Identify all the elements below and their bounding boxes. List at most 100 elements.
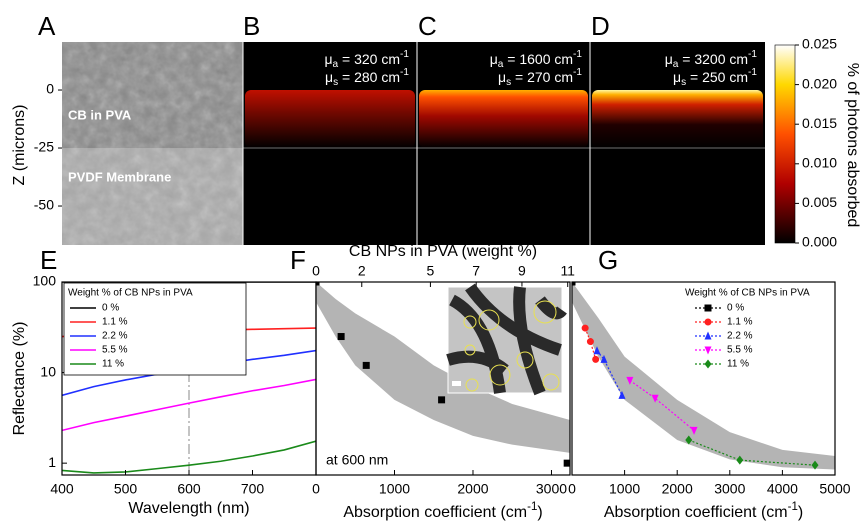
mu-a-label-part: μ bbox=[665, 51, 673, 67]
x-tick-label: 600 bbox=[177, 481, 201, 497]
x-axis-title-part: ) bbox=[537, 504, 542, 521]
x2-axis-title: CB NPs in PVA (weight %) bbox=[349, 243, 537, 260]
x-tick-label: 400 bbox=[50, 481, 74, 497]
marker bbox=[593, 346, 601, 355]
colorbar-tick-label: 0.000 bbox=[802, 234, 837, 250]
mu-s-label-part: μ bbox=[673, 69, 681, 85]
mu-s-label-part: μ bbox=[325, 69, 333, 85]
x-tick-label: 5000 bbox=[819, 481, 850, 497]
marker bbox=[592, 355, 600, 363]
marker bbox=[563, 459, 570, 467]
tem-inset bbox=[446, 283, 567, 396]
x2-tick-label: 11 bbox=[560, 263, 575, 279]
mu-a-label-part: a bbox=[673, 59, 679, 70]
x-tick-label: 0 bbox=[312, 481, 320, 497]
mu-s-label-part: -1 bbox=[400, 67, 409, 78]
plot-frame bbox=[571, 281, 836, 476]
membrane-region bbox=[62, 148, 243, 245]
marker bbox=[581, 324, 589, 332]
marker bbox=[600, 354, 608, 363]
legend-label: 11 % bbox=[727, 359, 749, 370]
mu-a-label: μa = 1600 cm-1 bbox=[490, 49, 583, 70]
y-tick-label: 0 bbox=[46, 81, 54, 97]
series-line bbox=[62, 440, 316, 474]
x-axis-title: Absorption coefficient (cm-1) bbox=[343, 501, 542, 521]
x2-tick-label: 7 bbox=[472, 263, 480, 279]
mu-a-label-part: a bbox=[333, 59, 339, 70]
colorbar-tick-label: 0.005 bbox=[802, 194, 837, 210]
x-tick-label: 1000 bbox=[609, 481, 640, 497]
panel-letter: F bbox=[290, 245, 306, 275]
mu-a-label-part: a bbox=[498, 59, 504, 70]
colorbar bbox=[774, 44, 796, 244]
mu-a-label: μa = 3200 cm-1 bbox=[665, 49, 758, 70]
mu-a-label-part: = 320 cm bbox=[338, 51, 400, 67]
mu-s-label-part: = 280 cm bbox=[338, 69, 400, 85]
mu-s-label-part: -1 bbox=[748, 67, 757, 78]
marker bbox=[438, 396, 446, 404]
x-tick-label: 3000 bbox=[714, 481, 745, 497]
mu-s-label-part: s bbox=[333, 77, 338, 88]
legend-label: 1.1 % bbox=[102, 317, 128, 328]
x-tick-label: 2000 bbox=[457, 481, 488, 497]
x2-tick-label: 2 bbox=[358, 263, 366, 279]
marker bbox=[626, 376, 634, 385]
legend-label: 11 % bbox=[102, 359, 124, 370]
mu-s-label: μs = 250 cm-1 bbox=[673, 67, 757, 88]
legend-label: 0 % bbox=[727, 303, 744, 314]
legend-marker bbox=[704, 304, 712, 312]
x2-tick-label: 0 bbox=[312, 263, 320, 279]
sem-texture bbox=[62, 42, 243, 245]
mu-a-label-part: -1 bbox=[573, 49, 582, 60]
legend-label: 5.5 % bbox=[727, 345, 753, 356]
x-tick-label: 4000 bbox=[767, 481, 798, 497]
y-axis-title: Z (microns) bbox=[11, 105, 28, 186]
model-band bbox=[316, 282, 570, 453]
heatmap-absorption bbox=[592, 90, 763, 149]
y-tick-label: 100 bbox=[33, 273, 57, 289]
colorbar-tick-label: 0.010 bbox=[802, 155, 837, 171]
marker bbox=[362, 361, 370, 369]
y-tick-label: -25 bbox=[34, 139, 54, 155]
marker bbox=[337, 333, 345, 341]
panel-annotation: CB in PVA bbox=[68, 107, 132, 122]
legend-title: Weight % of CB NPs in PVA bbox=[68, 288, 193, 299]
mu-a-label-part: -1 bbox=[400, 49, 409, 60]
panel-letter: C bbox=[418, 11, 437, 41]
marker bbox=[316, 282, 320, 286]
annotation: at 600 nm bbox=[326, 452, 388, 468]
x2-tick-label: 5 bbox=[427, 263, 435, 279]
heatmap-absorption bbox=[245, 90, 415, 149]
x-tick-label: 700 bbox=[241, 481, 265, 497]
marker bbox=[572, 282, 576, 286]
plot-frame bbox=[315, 281, 571, 476]
colorbar-tick-label: 0.020 bbox=[802, 75, 837, 91]
legend-marker bbox=[704, 346, 712, 355]
model-band bbox=[572, 282, 835, 470]
legend-title: Weight % of CB NPs in PVA bbox=[685, 288, 810, 299]
series-line bbox=[62, 378, 316, 432]
mu-a-label-part: μ bbox=[490, 51, 498, 67]
y-tick-label: 1 bbox=[48, 454, 56, 470]
panel-annotation: PVDF Membrane bbox=[68, 169, 171, 184]
colorbar-tick-label: 0.025 bbox=[802, 36, 837, 52]
x-tick-label: 2000 bbox=[662, 481, 693, 497]
marker bbox=[690, 426, 698, 435]
y-axis-title: Reflectance (%) bbox=[11, 322, 28, 436]
marker bbox=[651, 394, 659, 403]
mu-a-label-part: -1 bbox=[748, 49, 757, 60]
panel-letter: B bbox=[243, 11, 260, 41]
panel-letter: A bbox=[38, 11, 56, 41]
plot-area bbox=[572, 282, 835, 470]
mu-a-label-part: = 1600 cm bbox=[503, 51, 573, 67]
series-line bbox=[688, 439, 816, 466]
mu-s-label-part: μ bbox=[498, 69, 506, 85]
x-tick-label: 0 bbox=[568, 481, 576, 497]
x-tick-label: 3000 bbox=[536, 481, 567, 497]
legend-marker bbox=[704, 359, 712, 369]
mu-a-label-part: μ bbox=[324, 51, 332, 67]
inset-fibers bbox=[446, 283, 567, 396]
legend-label: 2.2 % bbox=[727, 331, 753, 342]
